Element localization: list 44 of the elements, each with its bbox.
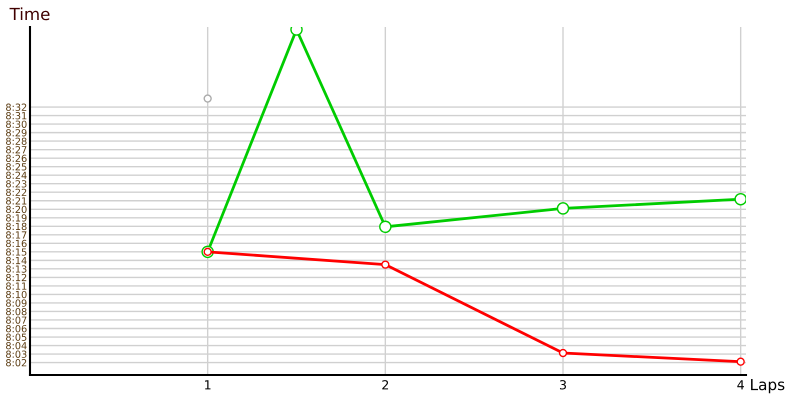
x-tick-label: 3 [560,380,566,390]
y-tick-label: 8:15 [6,248,26,256]
y-tick-label: 8:23 [6,180,26,188]
y-tick-label: 8:18 [6,222,27,230]
y-tick-label: 8:28 [6,138,27,145]
point [556,202,570,215]
y-tick-label: 8:06 [6,324,27,332]
y-tick-label: 8:27 [6,146,26,154]
x-axis-title: Laps [751,378,784,394]
y-tick-label: 8:11 [6,282,26,290]
y-axis-title: Time [10,7,50,20]
y-tick-label: 8:19 [6,214,27,222]
y-tick-label: 8:09 [6,299,27,307]
point [736,358,745,366]
y-tick-label: 8:30 [6,120,27,128]
point [379,220,392,234]
y-tick-label: 8:20 [6,206,27,214]
point [381,260,390,269]
x-tick-label: 1 [205,380,210,390]
y-tick-label: 8:16 [6,240,27,248]
y-tick-label: 8:29 [6,129,27,136]
y-tick-label: 8:05 [6,334,26,341]
y-tick-label: 8:25 [6,163,26,170]
y-tick-label: 8:10 [6,290,27,298]
y-tick-label: 8:17 [6,231,26,239]
x-tick-label: 2 [382,380,388,390]
point [558,348,568,358]
point [734,192,746,206]
y-tick-label: 8:02 [6,359,26,366]
y-tick-label: 8:32 [6,104,26,111]
y-tick-label: 8:14 [6,256,27,264]
y-tick-label: 8:07 [6,316,26,324]
y-tick-label: 8:04 [6,342,27,350]
y-tick-label: 8:08 [6,308,27,316]
y-tick-label: 8:03 [6,350,26,358]
y-tick-label: 8:31 [6,112,26,120]
x-tick-label: 4 [737,380,744,390]
point [204,94,212,103]
y-tick-label: 8:26 [6,154,27,162]
y-tick-label: 8:12 [6,274,26,282]
y-tick-label: 8:22 [6,188,26,196]
y-tick-label: 8:24 [6,172,27,180]
y-tick-label: 8:21 [6,197,26,205]
y-tick-label: 8:13 [6,265,26,273]
